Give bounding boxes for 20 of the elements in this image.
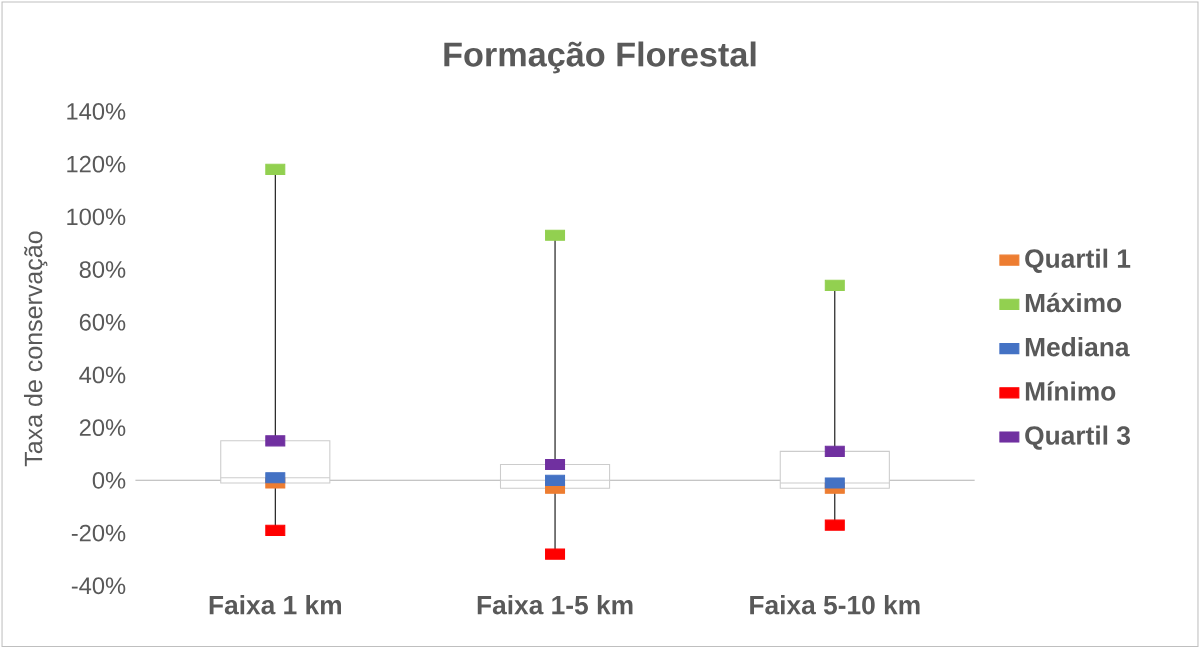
- legend-label: Quartil 3: [1025, 425, 1130, 450]
- legend-label: Mediana: [1025, 336, 1130, 357]
- y-tick-label: 40%: [79, 366, 126, 384]
- legend-label: Mínimo: [1025, 380, 1116, 401]
- y-tick-label: 140%: [67, 102, 126, 120]
- y-tick-label: -20%: [71, 524, 126, 542]
- x-tick-label: Faixa 1-5 km: [477, 594, 633, 615]
- x-tick-label: Faixa 1 km: [209, 594, 341, 615]
- y-tick-label: 20%: [79, 419, 126, 436]
- y-tick-label: 0%: [92, 471, 126, 489]
- legend-label: Quartil 1: [1025, 248, 1131, 273]
- legend-label: Máximo: [1025, 292, 1122, 313]
- y-axis-title: Taxa de conservação: [23, 231, 48, 466]
- y-tick-label: 80%: [79, 260, 126, 278]
- y-tick-label: 120%: [67, 155, 126, 173]
- chart-title: Formação Florestal: [444, 41, 756, 74]
- y-tick-label: -40%: [71, 577, 126, 594]
- y-tick-label: 60%: [79, 313, 126, 331]
- y-tick-label: 100%: [67, 208, 126, 225]
- x-tick-label: Faixa 5-10 km: [750, 594, 920, 615]
